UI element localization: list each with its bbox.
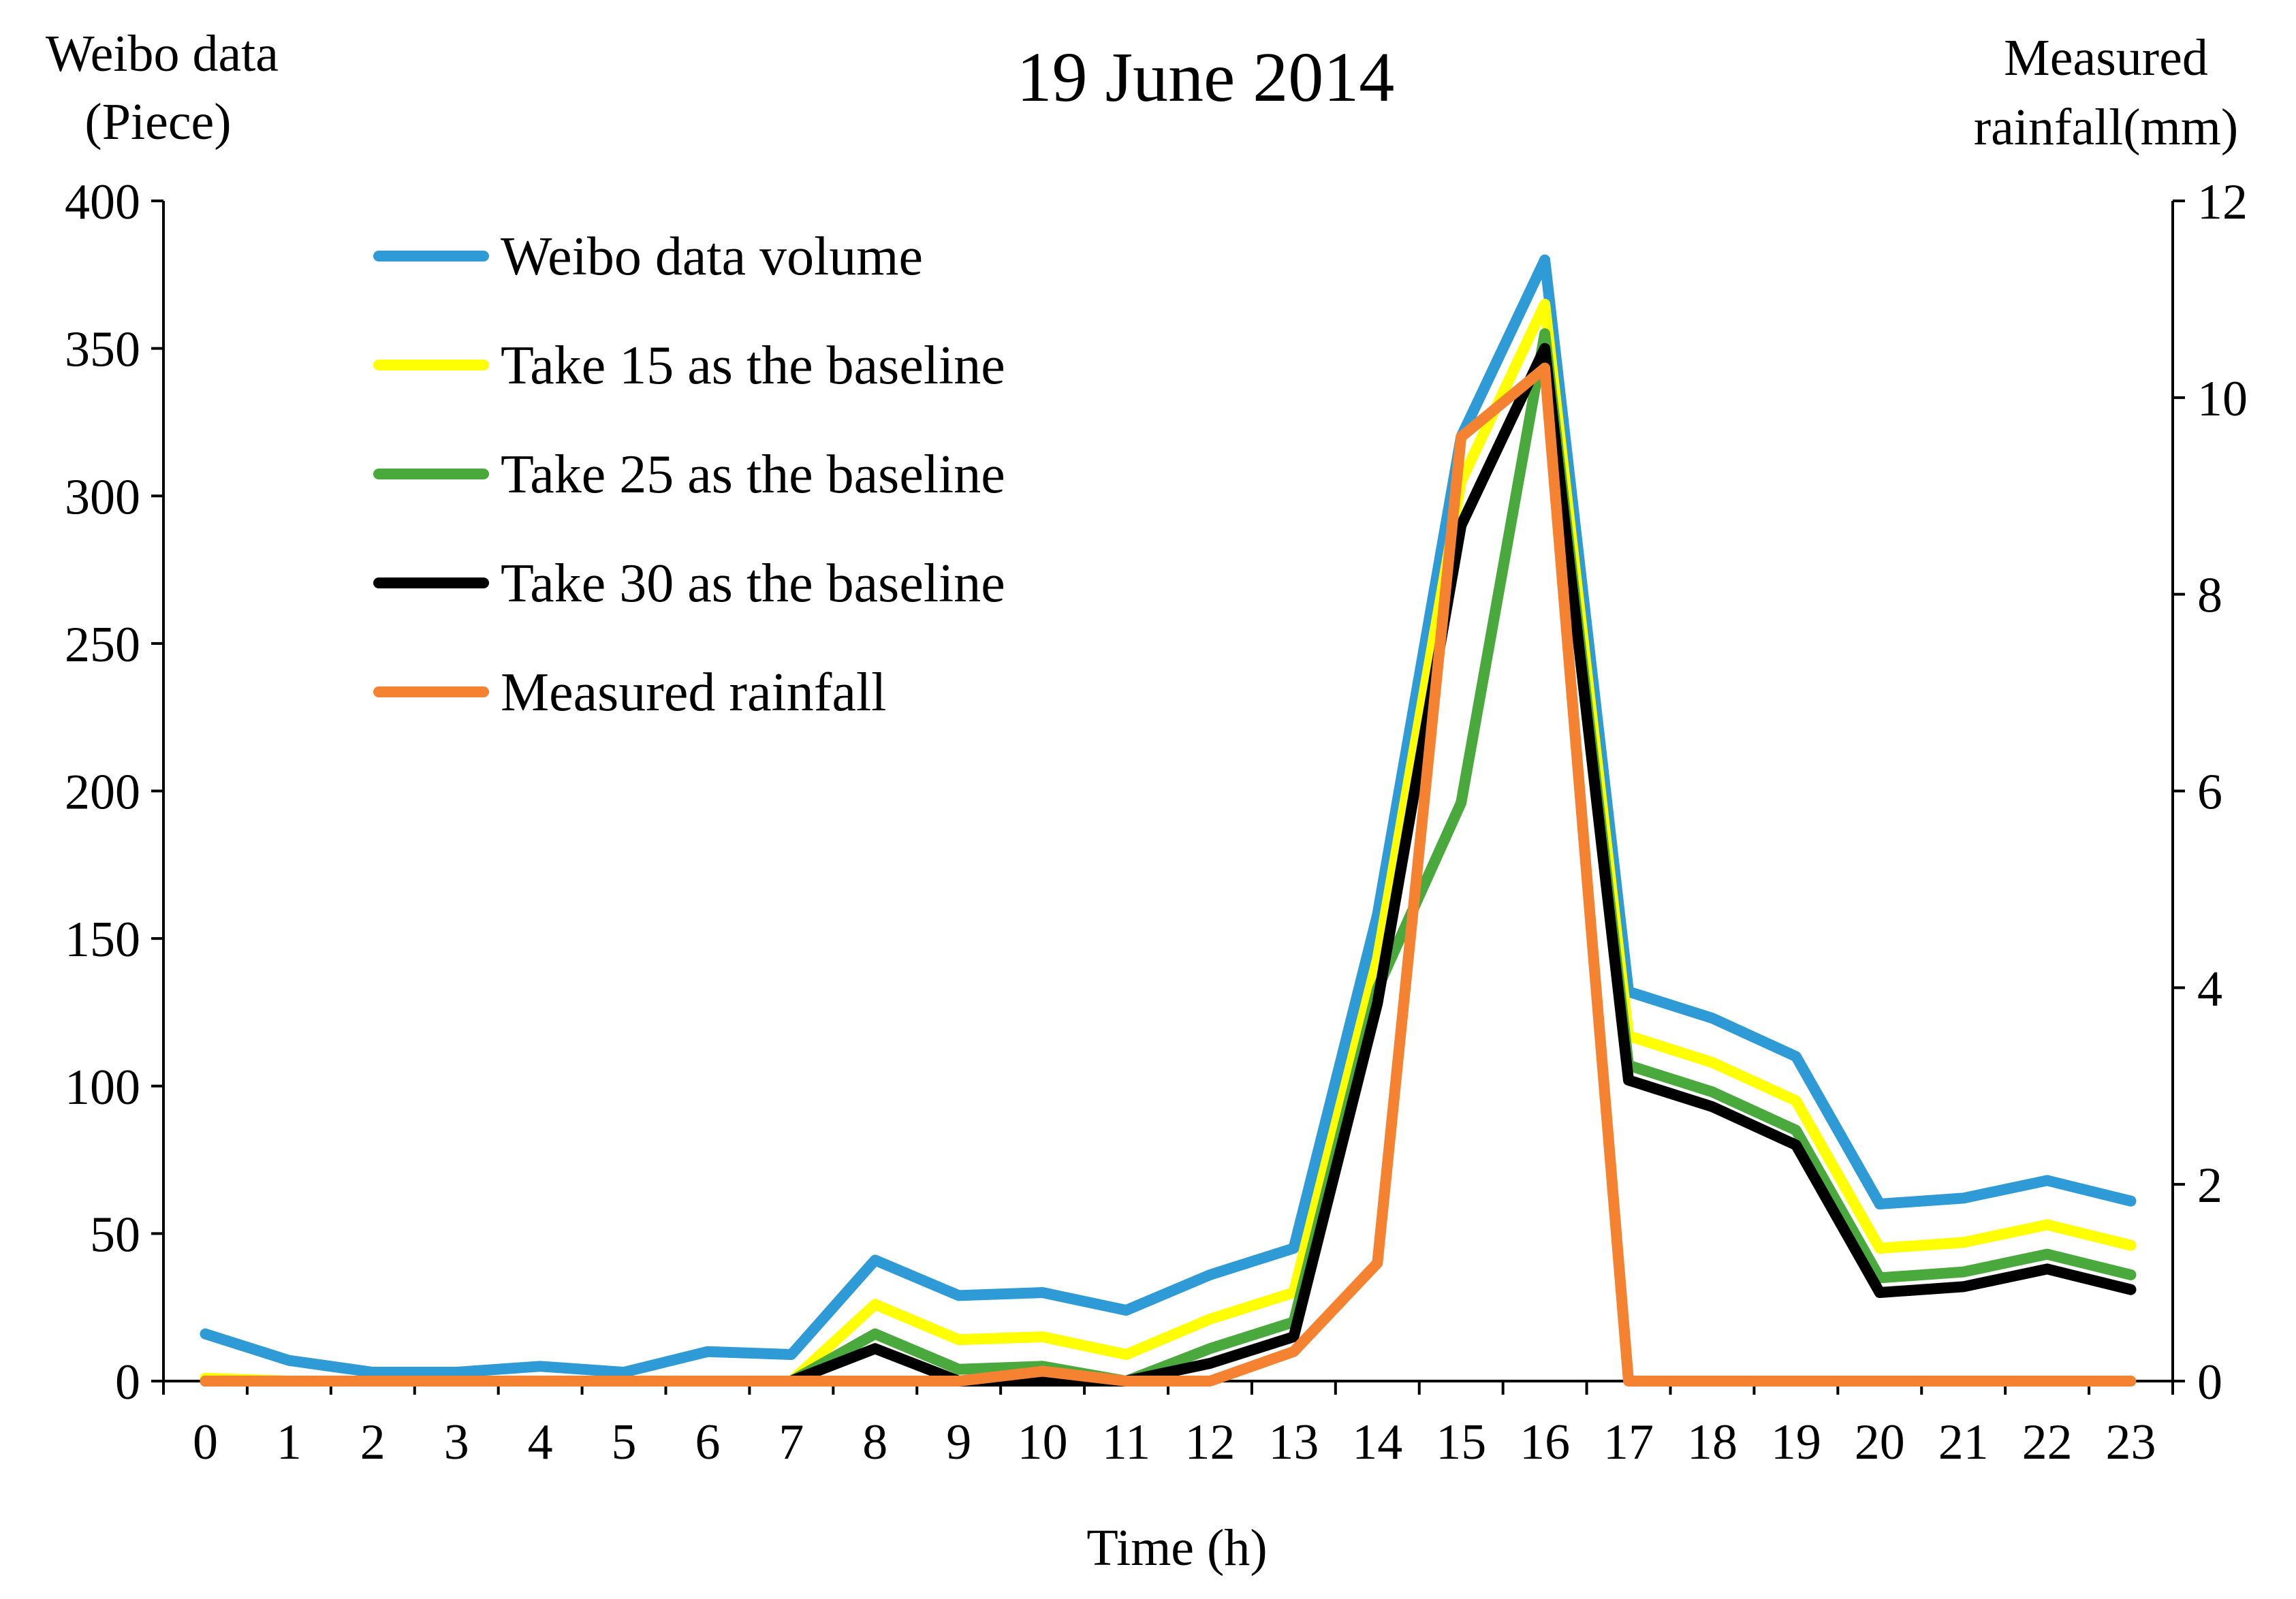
series-line-measured-rainfall	[200, 362, 2137, 1387]
left-y-tick-label: 400	[65, 174, 140, 230]
x-tick-label: 21	[1938, 1414, 1989, 1470]
x-tick-label: 15	[1436, 1414, 1486, 1470]
right-axis-title-line1: Measured	[2004, 29, 2208, 86]
right-y-tick-label: 12	[2197, 174, 2248, 230]
x-tick-label: 7	[779, 1414, 804, 1470]
right-y-tick-label: 4	[2197, 961, 2222, 1017]
left-y-tick-label: 150	[65, 912, 140, 968]
x-tick-label: 11	[1102, 1414, 1150, 1470]
legend-label-take-15-as-the-baseline: Take 15 as the baseline	[501, 336, 1005, 396]
left-y-tick-label: 50	[90, 1207, 140, 1263]
x-axis-title: Time (h)	[1086, 1519, 1267, 1577]
x-tick-label: 23	[2106, 1414, 2156, 1470]
legend-label-take-25-as-the-baseline: Take 25 as the baseline	[501, 445, 1005, 505]
left-y-tick-label: 350	[65, 322, 140, 378]
right-y-tick-label: 6	[2197, 765, 2222, 821]
left-axis-title-line1: Weibo data	[46, 25, 279, 82]
right-y-tick-label: 10	[2197, 371, 2248, 427]
left-y-tick-label: 0	[115, 1355, 140, 1410]
right-y-tick-label: 8	[2197, 568, 2222, 624]
left-y-tick-label: 200	[65, 765, 140, 821]
legend-label-measured-rainfall: Measured rainfall	[501, 663, 886, 723]
x-tick-label: 6	[695, 1414, 720, 1470]
x-tick-label: 17	[1603, 1414, 1654, 1470]
x-tick-label: 1	[277, 1414, 302, 1470]
x-tick-label: 9	[946, 1414, 971, 1470]
x-tick-label: 5	[612, 1414, 637, 1470]
x-tick-label: 2	[360, 1414, 386, 1470]
legend: Weibo data volume Take 15 as the baseline…	[373, 227, 1005, 723]
x-tick-label: 20	[1855, 1414, 1905, 1470]
right-axis-title-line2: rainfall(mm)	[1974, 99, 2238, 156]
labels-layer: 19 June 2014 Weibo data (Piece) Measured…	[46, 25, 2238, 1577]
x-tick-label: 10	[1018, 1414, 1068, 1470]
left-axis-title-line2: (Piece)	[84, 93, 231, 151]
left-y-tick-label: 250	[65, 617, 140, 673]
left-y-tick-label: 300	[65, 469, 140, 525]
right-y-tick-label: 0	[2197, 1355, 2222, 1410]
x-tick-label: 4	[528, 1414, 553, 1470]
legend-label-weibo-data-volume: Weibo data volume	[501, 227, 923, 287]
series-line-take-30-as-the-baseline	[200, 343, 2137, 1387]
x-tick-label: 13	[1268, 1414, 1319, 1470]
x-tick-label: 22	[2022, 1414, 2073, 1470]
x-tick-label: 12	[1184, 1414, 1235, 1470]
series-line-weibo-data-volume	[200, 254, 2137, 1378]
x-tick-label: 18	[1687, 1414, 1737, 1470]
x-tick-label: 19	[1771, 1414, 1821, 1470]
x-tick-label: 8	[862, 1414, 887, 1470]
right-y-tick-label: 2	[2197, 1158, 2222, 1214]
series-layer	[200, 254, 2137, 1387]
x-tick-label: 16	[1520, 1414, 1570, 1470]
x-tick-label: 14	[1352, 1414, 1402, 1470]
chart-title: 19 June 2014	[1017, 38, 1395, 116]
left-y-tick-label: 100	[65, 1060, 140, 1115]
x-tick-label: 0	[193, 1414, 218, 1470]
legend-label-take-30-as-the-baseline: Take 30 as the baseline	[501, 554, 1005, 614]
x-tick-label: 3	[444, 1414, 469, 1470]
